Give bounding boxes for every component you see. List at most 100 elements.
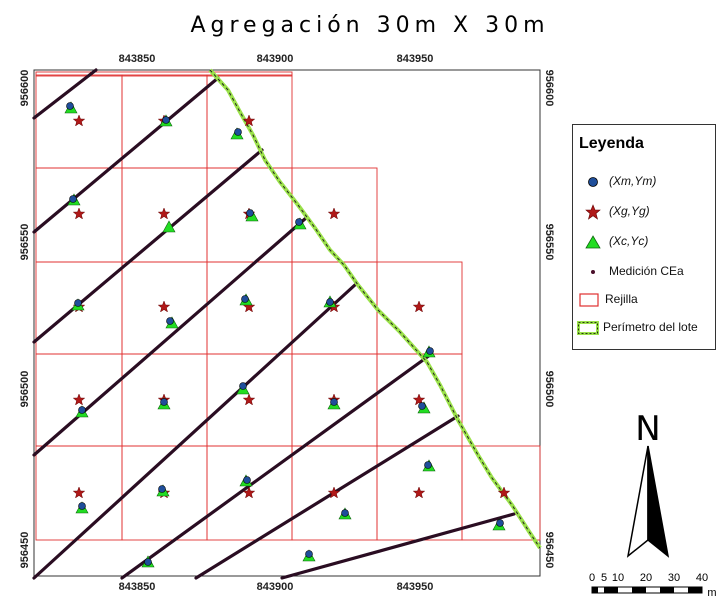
circle-marker [326,298,334,306]
scale-tick: 30 [668,572,680,584]
legend-label: Medición CEa [609,264,684,278]
legend-item-grid-centroid: (Xg,Yg) [573,201,717,223]
legend-item-centroid: (Xc,Yc) [573,231,717,253]
circle-marker [418,402,426,410]
legend-label: (Xm,Ym) [609,174,657,188]
circle-marker [246,209,254,217]
circle-marker [78,502,86,510]
star-marker [412,393,426,406]
triangle-marker [162,220,176,233]
scale-tick: 20 [640,572,652,584]
circle-marker [426,347,434,355]
dashed-outline-icon [577,321,599,335]
circle-marker [341,509,349,517]
star-marker [242,393,256,406]
y-tick-label-right: 956600 [543,70,555,107]
transect-line [32,68,98,120]
circle-marker [295,218,303,226]
star-marker [242,486,256,499]
north-label: N [635,409,660,449]
star-marker [412,300,426,313]
legend-box: Leyenda (Xm,Ym) (Xg,Yg) (Xc,Yc) Medición… [572,124,716,350]
point-markers [64,101,511,568]
legend-item-mean-point: (Xm,Ym) [573,171,717,193]
grid-cell [461,445,541,541]
circle-marker [241,295,249,303]
rectangle-outline-icon [579,293,599,307]
circle-marker [78,406,86,414]
circle-marker [69,195,77,203]
circle-marker [162,116,170,124]
circle-marker [239,382,247,390]
scale-tick: 40 [696,572,708,584]
perimeter-outline [208,68,542,550]
star-marker [72,393,86,406]
map-title: Agregación 30m X 30m [190,13,549,38]
small-dot-icon [591,270,595,274]
transect-line [120,353,432,580]
triangle-icon [585,235,601,249]
north-arrow-icon: N [626,409,670,558]
y-tick-label-left: 956500 [19,371,31,408]
legend-label: Rejilla [605,292,638,306]
star-marker [327,207,341,220]
legend-label: (Xc,Yc) [609,234,649,248]
transect-line [194,414,460,580]
circle-marker [158,485,166,493]
map-frame [33,69,541,577]
x-tick-label-top: 843850 [119,53,156,65]
perimeter-line [208,68,542,550]
transect-line [32,76,220,234]
x-tick-label-bottom: 843900 [257,581,294,593]
scale-bar: 0 5 10 20 30 40 m [589,572,717,599]
y-tick-label-right: 956550 [543,224,555,261]
x-tick-label-top: 843900 [257,53,294,65]
scale-tick: 10 [612,572,624,584]
star-marker [157,207,171,220]
y-tick-label-right: 956500 [543,371,555,408]
transect-line [32,282,358,580]
y-tick-label-left: 956450 [19,532,31,569]
star-marker [412,486,426,499]
circle-marker [424,461,432,469]
y-tick-label-left: 956550 [19,224,31,261]
circle-marker [243,476,251,484]
circle-dot-icon [588,177,598,187]
x-tick-label-bottom: 843850 [119,581,156,593]
star-icon [585,204,601,220]
grid-cell [35,71,293,77]
circle-marker [496,519,504,527]
star-marker [72,114,86,127]
circle-marker [66,102,74,110]
legend-label: (Xg,Yg) [609,204,650,218]
circle-marker [74,299,82,307]
star-marker [327,486,341,499]
circle-marker [160,398,168,406]
circle-marker [234,128,242,136]
circle-marker [166,317,174,325]
circle-marker [330,398,338,406]
star-marker [72,486,86,499]
star-marker [242,114,256,127]
legend-item-grid: Rejilla [573,289,717,311]
circle-marker [144,558,152,566]
grid-cells [35,71,541,541]
circle-marker [305,550,313,558]
legend-item-measurement: Medición CEa [573,261,717,283]
axis-ticks: 843850 843900 843950 843850 843900 84395… [19,53,555,593]
y-tick-label-right: 956450 [543,532,555,569]
legend-title: Leyenda [579,135,644,152]
scale-tick: 5 [601,572,607,584]
scale-tick: 0 [589,572,595,584]
transect-line [280,512,516,580]
x-tick-label-top: 843950 [397,53,434,65]
x-tick-label-bottom: 843950 [397,581,434,593]
legend-label: Perímetro del lote [603,320,698,334]
legend-item-perimeter: Perímetro del lote [573,317,717,339]
star-marker [72,207,86,220]
star-marker [497,486,511,499]
scale-unit: m [707,587,716,599]
star-marker [157,300,171,313]
y-tick-label-left: 956600 [19,70,31,107]
